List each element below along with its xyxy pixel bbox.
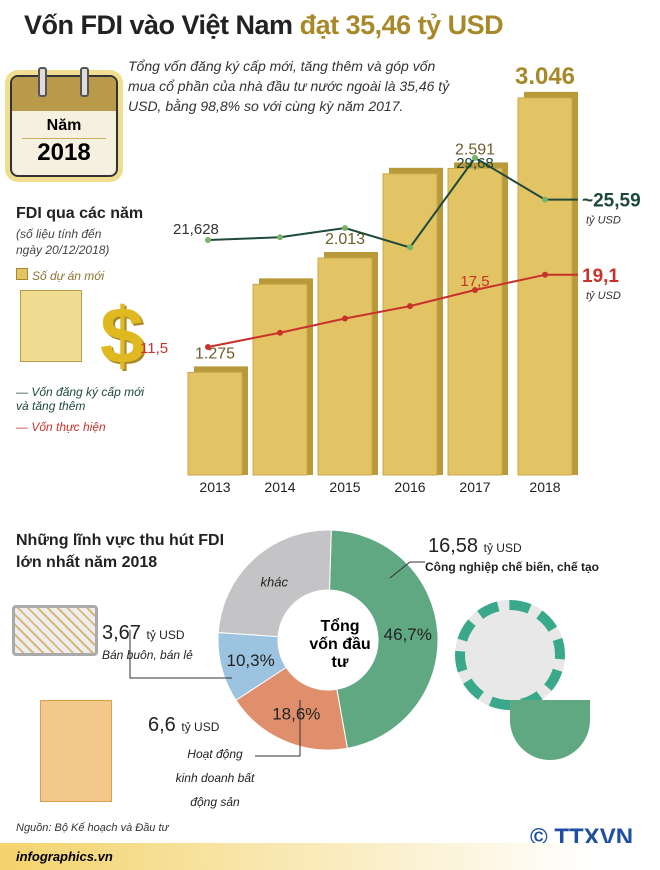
donut-label: 46,7% [384,625,432,644]
realestate-value: 6,6 tỷ USD [148,714,220,736]
line-1 [207,156,546,249]
leader-line [255,700,301,757]
line-label: 21,628 [173,221,219,238]
bar-label: 1.275 [195,345,235,362]
line-label: 11,5 [140,340,168,357]
donut-slice [217,529,332,638]
line-point [277,234,283,241]
x-tick: 2015 [329,479,360,495]
donut-label: 10,3% [227,651,275,670]
calendar-year: 2018 [22,138,106,167]
line-point [277,329,283,336]
line-point [205,344,211,350]
bar-2017 [447,167,503,476]
bar-2014 [252,283,308,476]
retail-label: Bán buôn, bán lẻ [102,648,193,662]
line-end-unit: tỷ USD [586,215,621,227]
line-label: 29,68 [456,155,494,172]
donut-slice [328,529,439,749]
leader-line [129,630,232,679]
x-tick: 2014 [264,479,295,495]
donut-label: 18,6% [272,704,320,723]
line-end-label: 19,1 [582,266,619,287]
donut-label: khác [261,575,289,590]
line-point [472,287,478,293]
x-tick: 2018 [529,479,560,495]
fdi-title: FDI qua các năm [16,205,144,222]
line-point [205,237,211,243]
manufacturing-value: 16,58 tỷ USD [428,535,522,557]
line-label: 17,5 [460,273,489,290]
line-point [342,225,348,232]
page-title: Vốn FDI vào Việt Nam đạt 35,46 tỷ USD [24,10,504,41]
retail-value: 3,67 tỷ USD [102,622,185,644]
realestate-label: Hoạt động kinh doanh bất động sản [175,747,255,809]
gear-icon [455,600,565,710]
line-2 [207,273,546,348]
fdi-chart: 1.275 2013 2014 2.013 2015 2016 2.591 2017 3.046… [140,63,641,495]
bar-2013 [187,371,243,476]
footer-site: infographics.vn [16,849,113,864]
x-tick: 2017 [459,479,490,495]
bar-2015 [317,257,373,476]
line-point [342,315,348,322]
intro-text: Tổng vốn đăng ký cấp mới, tăng thêm và g… [128,58,450,114]
line-end-unit: tỷ USD [586,290,621,302]
fdi-subtitle: (số liệu tính đến ngày 20/12/2018) [16,227,110,257]
calendar-icon: Năm 2018 [10,67,118,177]
source: Nguồn: Bộ Kế hoạch và Đầu tư [16,822,169,834]
x-tick: 2013 [199,479,230,495]
bar-label: 3.046 [515,63,575,90]
line-point [407,244,413,251]
bar-2018 [517,97,573,476]
legend-registered: — Vốn đăng ký cấp mới và tăng thêm [16,385,144,413]
manufacturing-label: Công nghiệp chế biến, chế tạo [425,560,600,574]
legend-projects: Số dự án mới [16,268,104,283]
bar-label: 2.591 [455,141,495,158]
calendar-label: Năm [46,117,82,134]
line-point [542,196,548,203]
title-main: Vốn FDI vào Việt Nam [24,10,293,40]
bar-label: 2.013 [325,231,365,248]
building-icon [40,700,112,802]
donut-center-label: Tổng vốn đầu tư [309,618,371,671]
sectors-donut: 46,7% 18,6% 10,3% khác [129,529,439,757]
line-point [407,303,413,310]
dollar-icon: $ [100,291,145,380]
title-highlight: đạt 35,46 tỷ USD [299,10,504,40]
line-end-label: ~25,59 [582,191,641,212]
bar-2016 [382,173,438,476]
folder-icon [20,290,82,362]
donut-slice [235,666,348,751]
shopping-cart-icon [12,605,98,656]
sectors-title: Những lĩnh vực thu hút FDI lớn nhất năm … [16,532,225,571]
legend-disbursed: — Vốn thực hiện [16,420,106,434]
footer: infographics.vn [0,843,660,870]
leader-line [389,561,425,579]
line-point [472,154,478,161]
line-point [542,271,548,278]
x-tick: 2016 [394,479,425,495]
